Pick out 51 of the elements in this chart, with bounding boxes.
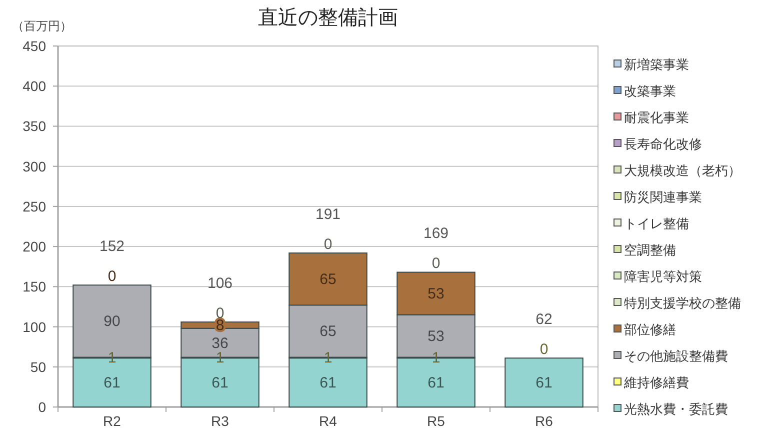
data-label: 61 — [104, 374, 120, 392]
y-tick-label: 100 — [22, 318, 46, 335]
data-label: 61 — [320, 374, 336, 392]
y-tick-label: 250 — [22, 198, 46, 214]
data-label: 0 — [324, 236, 332, 253]
legend-label: 改築事業 — [624, 84, 676, 98]
y-axis-title: （百万円） — [12, 19, 72, 33]
y-tick-label: 50 — [30, 358, 46, 375]
y-tick-label: 300 — [22, 158, 46, 174]
legend-label: 特別支援学校の整備 — [624, 296, 741, 310]
data-label: 53 — [428, 285, 444, 302]
legend-label: トイレ整備 — [624, 216, 689, 231]
data-label: 0 — [540, 341, 548, 358]
total-label: 169 — [423, 225, 449, 242]
legend-label: 部位修繕 — [624, 322, 676, 337]
legend-label: 維持修繕費 — [623, 375, 689, 390]
data-label: 90 — [104, 313, 120, 330]
y-tick-label: 450 — [22, 38, 46, 54]
legend-label: 耐震化事業 — [624, 110, 689, 125]
total-label: 106 — [207, 274, 233, 292]
data-label: 65 — [320, 271, 336, 288]
data-label: 0 — [432, 255, 440, 272]
data-label: 36 — [212, 334, 228, 352]
data-label: 0 — [108, 268, 116, 286]
legend-label: 大規模改造（老朽） — [624, 163, 741, 178]
data-label: 61 — [536, 374, 552, 392]
legend-label: その他施設整備費 — [624, 348, 728, 364]
x-tick-label: R2 — [103, 413, 122, 429]
legend-label: 新増築事業 — [624, 57, 689, 72]
legend-label: 光熱水費・委託費 — [624, 402, 728, 416]
total-label: 152 — [99, 238, 125, 256]
data-label: 61 — [428, 374, 444, 392]
x-tick-label: R6 — [535, 413, 554, 429]
total-label: 62 — [536, 311, 552, 328]
y-tick-label: 0 — [38, 399, 46, 415]
chart-title: 直近の整備計画 — [258, 7, 398, 29]
legend-label: 長寿命化改修 — [624, 136, 702, 152]
legend-label: 空調整備 — [624, 242, 676, 258]
y-tick-label: 400 — [22, 78, 46, 94]
legend-label: 防災関連事業 — [624, 190, 702, 204]
data-label: 61 — [212, 374, 228, 392]
y-tick-label: 350 — [22, 118, 46, 134]
total-label: 191 — [315, 206, 341, 223]
x-tick-label: R3 — [211, 413, 230, 429]
y-tick-label: 200 — [22, 238, 46, 255]
y-tick-label: 150 — [22, 278, 46, 295]
data-label: 53 — [428, 328, 444, 346]
x-tick-label: R4 — [319, 413, 338, 429]
x-tick-label: R5 — [427, 413, 446, 429]
data-label: 65 — [320, 323, 336, 340]
legend-label: 障害児等対策 — [624, 269, 702, 284]
